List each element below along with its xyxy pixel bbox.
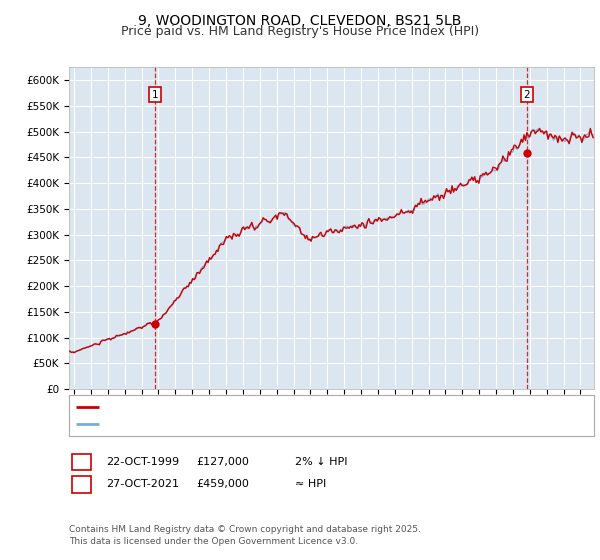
- Text: 1: 1: [152, 90, 158, 100]
- Text: 22-OCT-1999: 22-OCT-1999: [106, 457, 179, 467]
- Text: 9, WOODINGTON ROAD, CLEVEDON, BS21 5LB: 9, WOODINGTON ROAD, CLEVEDON, BS21 5LB: [139, 14, 461, 28]
- Text: HPI: Average price, detached house, North Somerset: HPI: Average price, detached house, Nort…: [104, 419, 398, 430]
- Text: ≈ HPI: ≈ HPI: [295, 479, 326, 489]
- Text: 2% ↓ HPI: 2% ↓ HPI: [295, 457, 348, 467]
- Text: Price paid vs. HM Land Registry's House Price Index (HPI): Price paid vs. HM Land Registry's House …: [121, 25, 479, 38]
- Text: Contains HM Land Registry data © Crown copyright and database right 2025.
This d: Contains HM Land Registry data © Crown c…: [69, 525, 421, 546]
- Text: 2: 2: [524, 90, 530, 100]
- Text: 2: 2: [78, 479, 85, 489]
- Text: 27-OCT-2021: 27-OCT-2021: [106, 479, 179, 489]
- Text: 1: 1: [78, 457, 85, 467]
- Text: £459,000: £459,000: [196, 479, 249, 489]
- Text: 9, WOODINGTON ROAD, CLEVEDON, BS21 5LB (detached house): 9, WOODINGTON ROAD, CLEVEDON, BS21 5LB (…: [104, 402, 464, 412]
- Text: £127,000: £127,000: [196, 457, 249, 467]
